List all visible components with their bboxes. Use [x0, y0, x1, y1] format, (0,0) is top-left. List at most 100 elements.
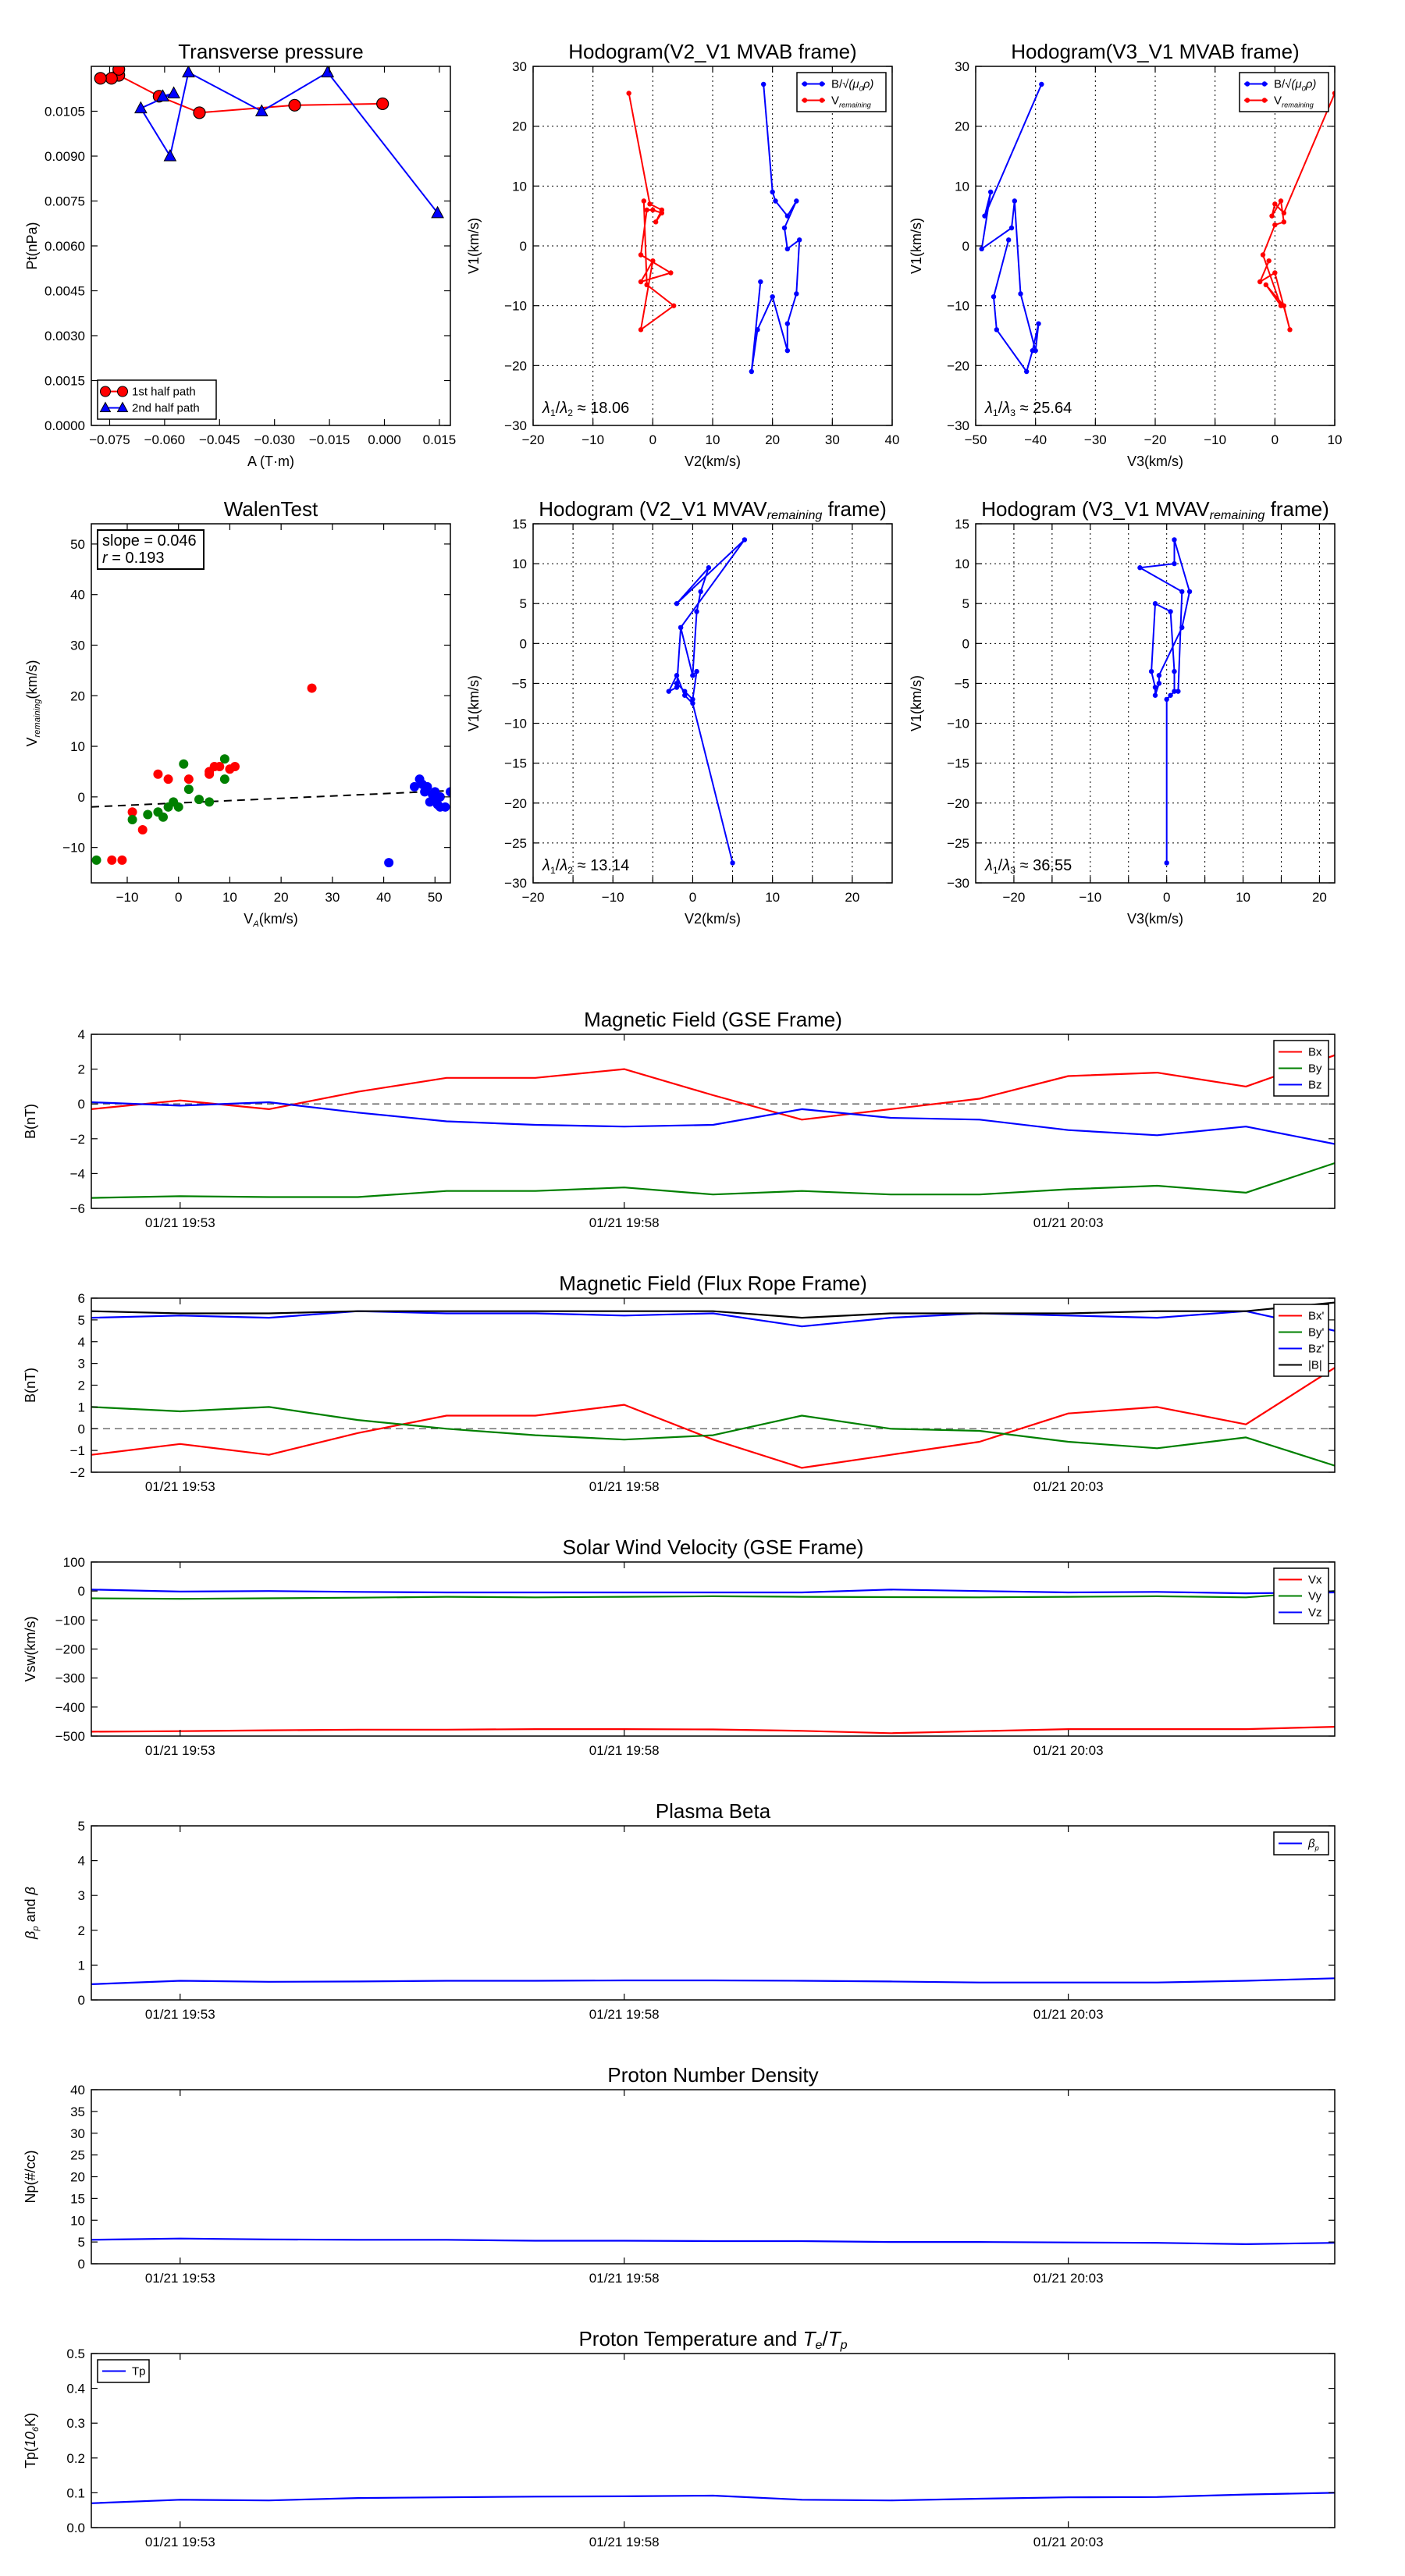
data-point	[638, 279, 644, 285]
series--b--line	[91, 1301, 1335, 1319]
y-tick-label: 2	[78, 1062, 85, 1077]
data-point	[1272, 222, 1278, 228]
y-tick-label: 30	[512, 59, 527, 74]
data-point	[1164, 696, 1169, 703]
chart-tp: Transverse pressure −0.075 −0.060 −0.045 −0.…	[24, 40, 456, 469]
x-tick-label: 40	[885, 432, 900, 447]
y-axis-label: V1(km/s)	[909, 218, 924, 274]
y-tick-label: 10	[512, 557, 527, 571]
y-tick-label: 5	[520, 596, 527, 611]
x-tick-label: 10	[1236, 890, 1250, 905]
series-tp-line	[91, 2492, 1335, 2504]
scatter-point	[163, 774, 173, 785]
data-point	[666, 688, 671, 694]
y-tick-label: 0.0105	[44, 105, 85, 119]
y-tick-label: 10	[955, 557, 969, 571]
x-tick-label: 01/21 20:03	[1033, 1479, 1104, 1494]
chart-wt: WalenTest −10 0 10 20 30 40 50 −10 0 10 20 30 40 50 VA(…	[24, 497, 451, 929]
y-tick-label: 15	[70, 2191, 85, 2206]
data-point	[644, 282, 649, 288]
legend-marker	[116, 401, 129, 412]
y-tick-label: 100	[63, 1555, 85, 1570]
y-tick-label: −15	[947, 756, 969, 771]
y-tick-label: −30	[947, 418, 969, 433]
data-point	[690, 700, 695, 706]
data-point	[1263, 282, 1269, 288]
data-point	[1168, 692, 1173, 698]
y-tick-label: 0	[78, 1993, 85, 2008]
x-tick-label: 01/21 20:03	[1033, 2007, 1104, 2022]
x-tick-label: 01/21 19:53	[145, 2535, 215, 2549]
y-tick-label: 20	[512, 119, 527, 134]
data-point	[1287, 327, 1293, 333]
scatter-point	[205, 769, 215, 779]
scatter-point	[219, 754, 229, 764]
y-tick-label: 15	[512, 517, 527, 532]
x-axis-label: A (T·m)	[247, 454, 294, 469]
legend-label: Bx'	[1308, 1310, 1325, 1323]
legend-label: Vremaining	[831, 94, 872, 109]
y-tick-label: −30	[504, 418, 527, 433]
y-tick-label: 5	[78, 1313, 85, 1328]
legend-marker	[1244, 98, 1250, 103]
legend-label: 1st half path	[132, 386, 196, 399]
y-tick-label: 10	[70, 739, 85, 754]
scatter-point	[107, 855, 117, 865]
y-tick-label: −20	[504, 358, 527, 373]
data-point	[670, 303, 677, 308]
x-tick-label: −10	[1079, 890, 1101, 905]
scatter-point	[194, 795, 204, 805]
scatter-point	[143, 809, 153, 820]
data-point	[1012, 198, 1018, 204]
y-tick-label: 5	[78, 1819, 85, 1834]
ratio-annotation: λ1/λ3 ≈ 36.55	[984, 857, 1072, 876]
axes-frame	[975, 523, 1336, 884]
data-point	[1278, 198, 1284, 204]
y-tick-label: 50	[70, 537, 85, 552]
data-point	[773, 198, 778, 204]
x-tick-label: 0	[1163, 890, 1170, 905]
y-tick-label: 40	[70, 588, 85, 603]
y-tick-label: 40	[70, 2083, 85, 2097]
axes-frame	[91, 523, 451, 884]
legend-label: Vy	[1308, 1590, 1321, 1603]
y-tick-label: 0.1	[66, 2485, 85, 2500]
y-tick-label: 0.0015	[44, 374, 85, 389]
x-axis-label: V2(km/s)	[685, 911, 741, 927]
y-tick-label: 0.3	[66, 2416, 85, 2431]
x-tick-label: 20	[845, 890, 859, 905]
data-point	[163, 148, 177, 162]
legend-label: Vremaining	[1274, 94, 1314, 109]
y-tick-label: 0	[78, 2257, 85, 2272]
x-tick-label: 01/21 19:58	[589, 2007, 660, 2022]
data-point	[1332, 91, 1335, 96]
x-tick-label: −10	[116, 890, 139, 905]
y-tick-label: 5	[78, 2235, 85, 2250]
data-point	[1179, 589, 1185, 595]
y-axis-label: B(nT)	[23, 1104, 38, 1139]
legend-label: Bz	[1308, 1079, 1322, 1092]
data-point	[674, 673, 680, 678]
chart-title: Proton Number Density	[607, 2063, 818, 2087]
data-point	[1186, 589, 1193, 595]
data-point	[1172, 560, 1177, 567]
x-tick-label: 01/21 19:58	[589, 1215, 660, 1230]
y-tick-label: −10	[62, 841, 85, 856]
y-tick-label: 0.0000	[44, 418, 85, 433]
y-tick-label: 30	[70, 638, 85, 653]
data-point	[749, 368, 755, 375]
x-tick-label: −30	[1084, 432, 1107, 447]
data-point	[644, 207, 649, 213]
plot-area	[91, 683, 450, 868]
x-tick-label: −0.015	[309, 432, 350, 447]
scatter-point	[430, 795, 440, 805]
x-tick-label: 01/21 19:53	[145, 1479, 215, 1494]
series-bz-line	[91, 1101, 1335, 1145]
data-point	[770, 294, 775, 300]
y-tick-label: −25	[947, 836, 969, 851]
data-point	[254, 104, 269, 116]
y-tick-label: −5	[955, 676, 969, 691]
x-tick-label: 0	[1272, 432, 1279, 447]
x-tick-label: 01/21 19:58	[589, 1743, 660, 1758]
y-tick-label: 20	[70, 688, 85, 703]
